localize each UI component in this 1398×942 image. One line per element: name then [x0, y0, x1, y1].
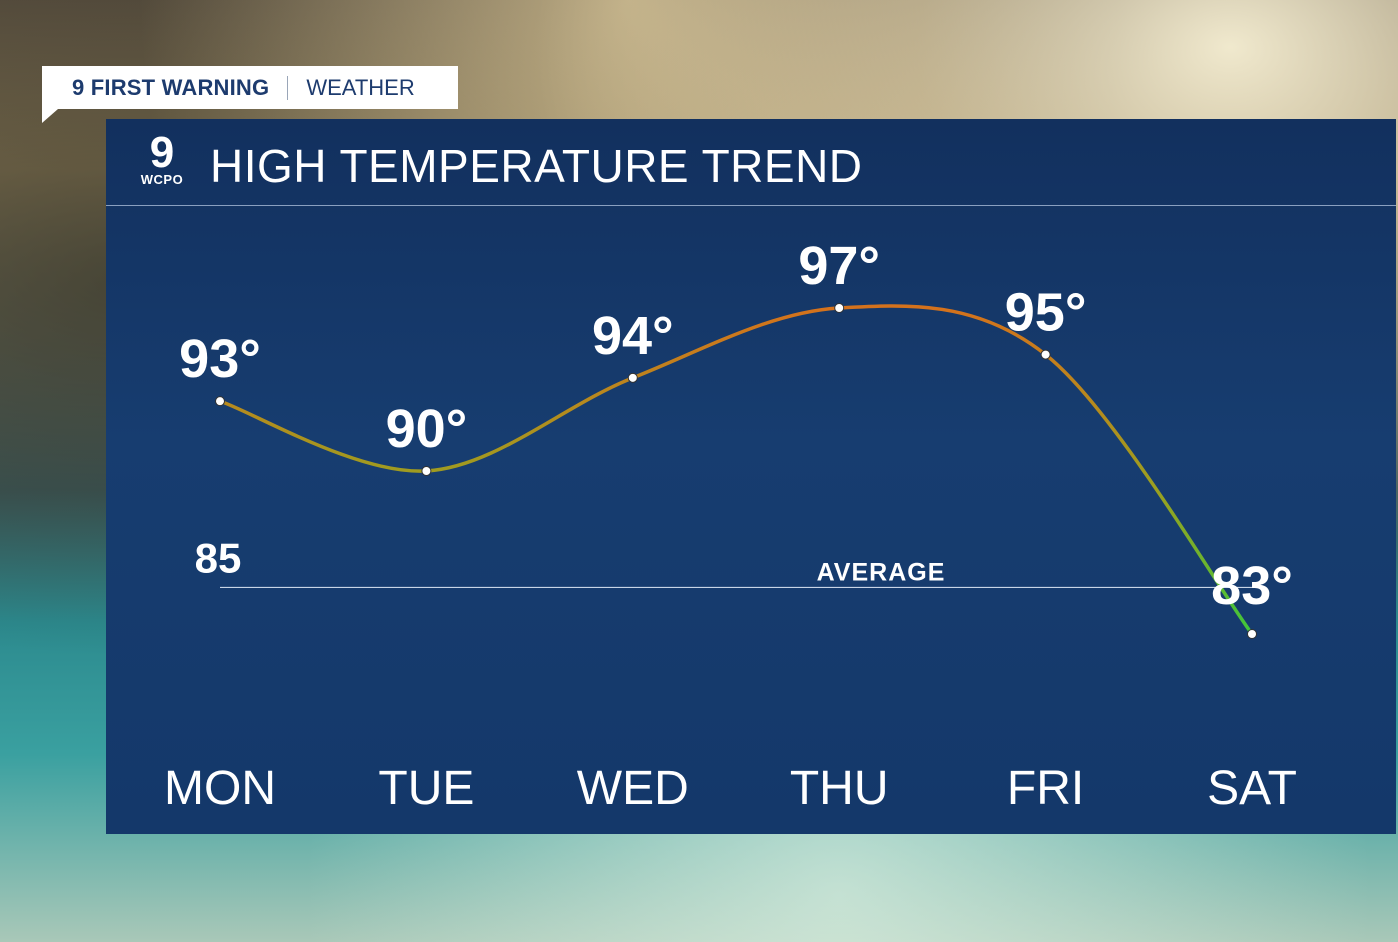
brand-banner: 9 FIRST WARNING WEATHER [42, 66, 458, 123]
day-label-mon: MON [164, 762, 276, 815]
brand-section: WEATHER [306, 74, 415, 100]
logo-number: 9 [149, 128, 175, 177]
brand-name: 9 FIRST WARNING [72, 74, 270, 100]
average-value-label: 85 [195, 534, 242, 581]
data-point-thu [834, 303, 845, 313]
value-label-fri: 95° [1005, 283, 1087, 343]
temperature-chart: 85 AVERAGE 93° 90° 94° 97° 95° 83° [179, 236, 1293, 639]
value-label-sat: 83° [1211, 556, 1293, 616]
data-point-fri [1040, 349, 1051, 360]
day-label-wed: WED [576, 762, 689, 815]
chart-header: 9 WCPO HIGH TEMPERATURE TREND [106, 119, 1396, 206]
average-label: AVERAGE [817, 558, 946, 586]
chart-panel: 9 WCPO HIGH TEMPERATURE TREND 85 AVERAGE … [106, 119, 1396, 834]
day-label-tue: TUE [378, 762, 475, 815]
logo-callsign: WCPO [140, 172, 184, 187]
value-label-mon: 93° [179, 329, 261, 389]
data-point-tue [421, 466, 432, 476]
temperature-line [218, 304, 1254, 636]
day-label-thu: THU [789, 762, 889, 815]
banner-tail [42, 109, 58, 123]
brand-divider [287, 75, 289, 100]
data-point-mon [215, 396, 225, 407]
day-label-sat: SAT [1207, 762, 1297, 815]
day-label-fri: FRI [1006, 762, 1085, 815]
data-point-sat [1247, 629, 1257, 639]
value-label-wed: 94° [592, 306, 674, 366]
value-label-thu: 97° [798, 236, 880, 296]
chart-title: HIGH TEMPERATURE TREND [210, 140, 863, 192]
data-point-wed [627, 372, 638, 383]
value-label-tue: 90° [386, 399, 468, 459]
station-logo: 9 WCPO [132, 128, 192, 193]
